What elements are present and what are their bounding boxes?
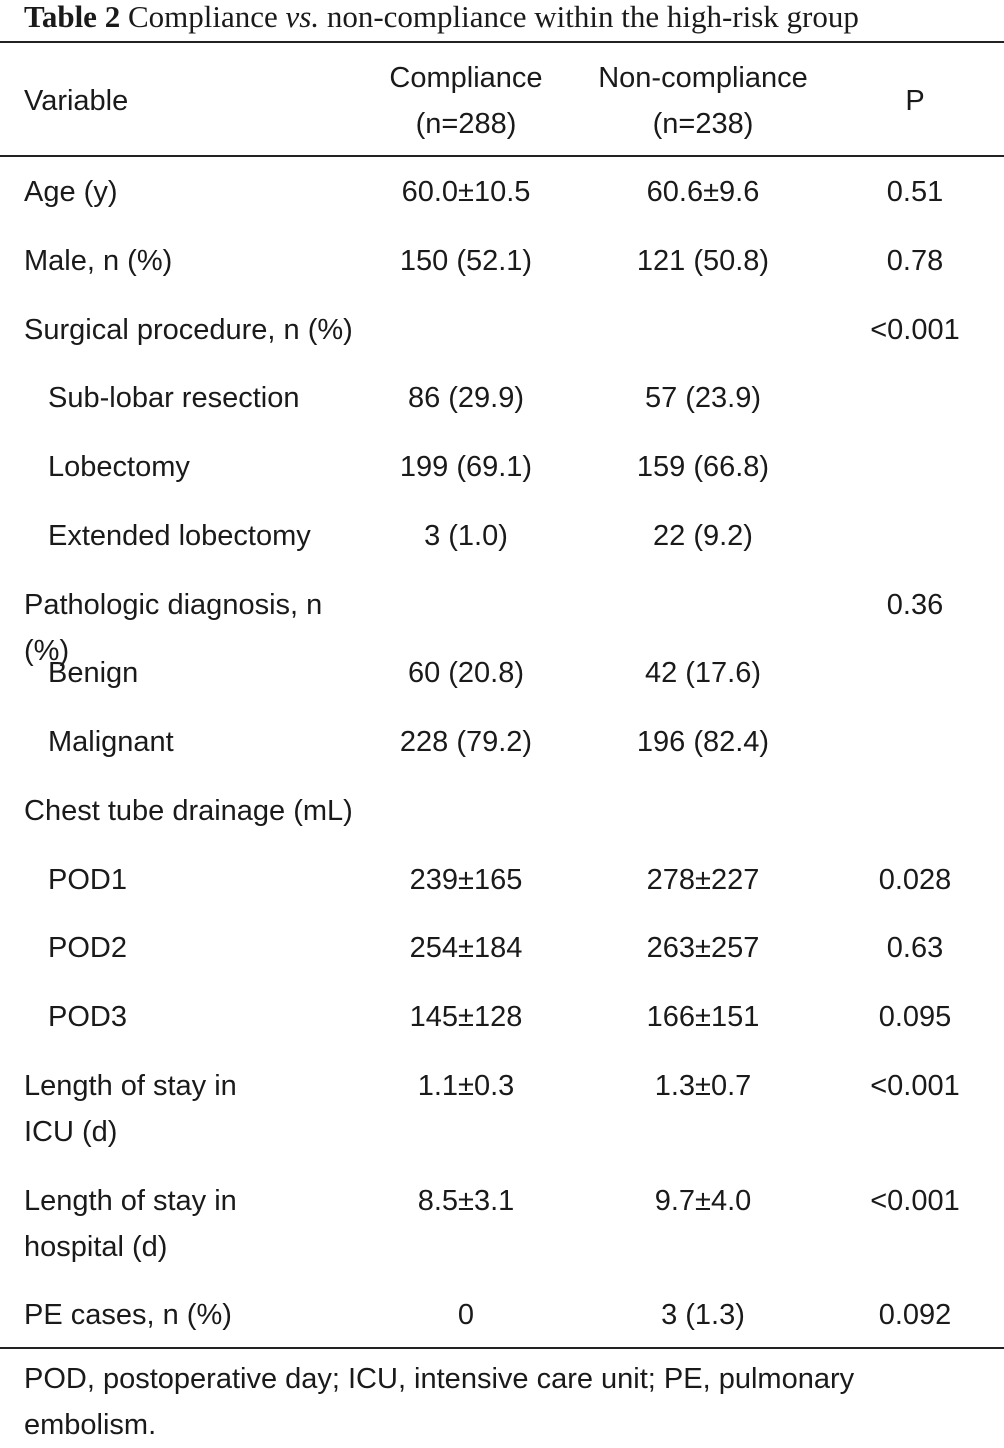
row-p-value: 0.095 [878,1001,952,1033]
header-noncompliance-line1: Non-compliance [598,62,808,94]
header-compliance-line1: Compliance [389,62,543,94]
row-noncompliance: 166±151 [646,1001,760,1033]
row-compliance: 60 (20.8) [407,657,525,689]
row-compliance: 199 (69.1) [399,451,533,483]
row-variable: POD2 [48,932,127,964]
row-p-value: 0.36 [886,589,944,621]
row-p-value: <0.001 [870,1185,960,1217]
row-variable: Length of stay in ICU (d) [24,1070,237,1148]
header-p-value: P [905,85,925,117]
row-noncompliance: 22 (9.2) [653,520,753,552]
table-footnote: POD, postoperative day; ICU, intensive c… [24,1363,855,1441]
header-compliance-line2: (n=288) [415,108,517,140]
row-compliance: 145±128 [409,1001,523,1033]
row-p-value: 0.028 [878,864,952,896]
table-header: Variable Compliance (n=288) Non-complian… [0,55,1004,147]
row-variable: Pathologic diagnosis, n (%) [24,589,323,667]
row-p-value: <0.001 [870,314,960,346]
row-noncompliance: 196 (82.4) [636,726,770,758]
row-p-value: 0.51 [886,176,944,208]
row-compliance: 1.1±0.3 [417,1070,515,1102]
row-p-value: 0.092 [878,1299,952,1331]
row-variable: Age (y) [24,176,118,208]
row-noncompliance: 60.6±9.6 [646,176,760,208]
table-top-rule [0,41,1004,43]
row-compliance: 3 (1.0) [424,520,508,552]
row-variable: Sub-lobar resection [48,382,300,414]
table-caption-vs: vs. [285,0,320,34]
row-noncompliance: 159 (66.8) [636,451,770,483]
row-noncompliance: 3 (1.3) [661,1299,745,1331]
row-variable: Length of stay in hospital (d) [24,1185,237,1263]
row-noncompliance: 263±257 [646,932,760,964]
row-compliance: 60.0±10.5 [401,176,531,208]
table-caption-label: Table 2 [24,0,121,34]
row-variable: Male, n (%) [24,245,173,277]
row-noncompliance: 57 (23.9) [644,382,762,414]
table-header-rule [0,155,1004,157]
row-noncompliance: 278±227 [646,864,760,896]
row-noncompliance: 121 (50.8) [636,245,770,277]
table-caption-text-before: Compliance [127,0,278,34]
row-noncompliance: 42 (17.6) [644,657,762,689]
row-p-value: 0.78 [886,245,944,277]
row-variable: PE cases, n (%) [24,1299,232,1331]
row-variable: POD3 [48,1001,127,1033]
row-compliance: 8.5±3.1 [417,1185,515,1217]
row-variable: Surgical procedure, n (%) [24,314,353,346]
row-noncompliance: 1.3±0.7 [654,1070,752,1102]
row-variable: Extended lobectomy [48,520,311,552]
row-compliance: 150 (52.1) [399,245,533,277]
row-compliance: 239±165 [409,864,523,896]
header-compliance: Compliance (n=288) [370,55,562,147]
row-variable: Chest tube drainage (mL) [24,795,353,827]
row-compliance: 228 (79.2) [399,726,533,758]
row-variable: Malignant [48,726,174,758]
row-variable: Lobectomy [48,451,190,483]
row-p-value: <0.001 [870,1070,960,1102]
table-caption: Table 2 Compliance vs. non-compliance wi… [24,0,859,40]
table-bottom-rule [0,1347,1004,1349]
row-compliance: 86 (29.9) [407,382,525,414]
row-compliance: 254±184 [409,932,523,964]
header-variable: Variable [24,85,129,117]
row-variable: Benign [48,657,139,689]
row-variable: POD1 [48,864,127,896]
table-caption-text-after: non-compliance within the high-risk grou… [326,0,859,34]
row-noncompliance: 9.7±4.0 [654,1185,752,1217]
header-noncompliance-line2: (n=238) [652,108,754,140]
row-compliance: 0 [457,1299,475,1331]
row-p-value: 0.63 [886,932,944,964]
header-noncompliance: Non-compliance (n=238) [570,55,836,147]
